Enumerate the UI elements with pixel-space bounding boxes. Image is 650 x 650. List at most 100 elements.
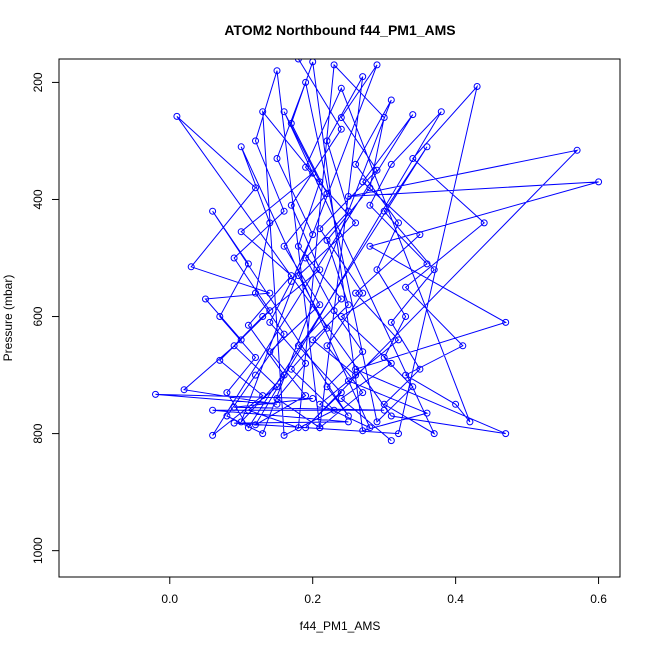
y-tick-label: 800: [31, 423, 45, 443]
data-point: [423, 143, 431, 151]
data-point: [359, 289, 367, 297]
data-point: [473, 83, 481, 90]
data-point: [387, 359, 395, 367]
data-point: [387, 160, 395, 168]
data-point: [294, 242, 302, 250]
data-point: [344, 207, 352, 215]
data-point: [294, 59, 302, 63]
data-point: [430, 266, 438, 274]
data-point: [323, 324, 331, 332]
data-point: [337, 84, 345, 92]
data-point: [266, 289, 274, 297]
data-point: [323, 342, 331, 350]
data-point: [359, 427, 367, 435]
data-point: [330, 307, 338, 315]
data-point: [230, 419, 238, 427]
data-point: [309, 169, 317, 177]
data-point: [395, 336, 402, 344]
data-point: [359, 348, 367, 356]
data-point: [452, 400, 460, 408]
data-point: [373, 166, 381, 174]
x-tick-label: 0.0: [161, 592, 178, 606]
data-point: [252, 184, 259, 192]
y-tick-label: 400: [31, 189, 45, 209]
data-point: [344, 377, 352, 385]
data-point: [316, 400, 324, 408]
data-point: [273, 400, 281, 408]
x-tick-label: 0.4: [447, 592, 464, 606]
data-point: [287, 119, 295, 127]
data-point: [180, 386, 188, 394]
data-point: [309, 231, 317, 239]
data-point: [373, 61, 381, 69]
data-point: [152, 390, 159, 398]
data-point: [409, 383, 417, 391]
data-point: [302, 359, 310, 367]
data-point: [366, 424, 374, 432]
data-point: [337, 395, 345, 402]
data-point: [287, 201, 295, 209]
data-point: [409, 155, 417, 162]
data-point: [430, 430, 438, 438]
data-point: [252, 289, 259, 297]
data-point: [323, 190, 331, 198]
data-point: [252, 421, 259, 429]
data-point: [209, 406, 217, 414]
data-point: [352, 289, 360, 297]
data-point: [316, 424, 324, 432]
data-point: [259, 392, 267, 400]
series-layer: [155, 59, 599, 441]
data-point: [380, 114, 388, 121]
data-point: [237, 143, 245, 151]
data-point: [337, 295, 345, 303]
data-point: [216, 356, 224, 364]
data-point: [380, 354, 388, 361]
data-point: [316, 178, 324, 186]
data-point: [387, 318, 395, 326]
y-tick-label: 1000: [31, 537, 45, 564]
data-point: [294, 272, 302, 280]
data-point: [366, 184, 374, 192]
data-point: [316, 225, 324, 233]
data-point: [266, 348, 274, 356]
data-point: [402, 283, 410, 291]
data-point: [502, 430, 510, 438]
data-point: [359, 389, 367, 397]
data-point: [352, 160, 360, 168]
data-point: [237, 228, 245, 236]
data-point: [173, 112, 181, 120]
data-point: [202, 295, 209, 303]
y-axis-label: Pressure (mbar): [1, 275, 15, 362]
data-point: [280, 431, 288, 439]
data-point: [359, 178, 367, 186]
data-point: [280, 207, 288, 215]
data-point: [216, 313, 224, 320]
data-point: [266, 219, 274, 227]
data-point: [323, 137, 331, 145]
y-axis: 200 400 600 800 1000: [31, 72, 59, 564]
data-point: [273, 155, 281, 162]
data-point: [302, 392, 310, 400]
data-point: [230, 342, 238, 350]
data-point: [280, 330, 288, 338]
data-point: [244, 321, 252, 329]
data-point: [387, 96, 395, 104]
data-point: [266, 318, 274, 326]
data-point: [380, 406, 388, 414]
data-point: [344, 193, 352, 200]
y-tick-label: 600: [31, 306, 45, 326]
data-point: [294, 424, 302, 432]
y-tick-label: 200: [31, 72, 45, 92]
data-point: [252, 137, 259, 145]
data-point: [209, 431, 217, 439]
data-point: [259, 313, 267, 320]
data-point: [266, 307, 274, 315]
data-point: [237, 418, 245, 426]
data-point: [209, 207, 217, 215]
data-point: [595, 178, 603, 186]
data-point: [187, 263, 195, 271]
data-point: [252, 371, 259, 379]
x-tick-label: 0.2: [304, 592, 321, 606]
data-point: [309, 395, 317, 402]
data-point: [316, 266, 324, 274]
